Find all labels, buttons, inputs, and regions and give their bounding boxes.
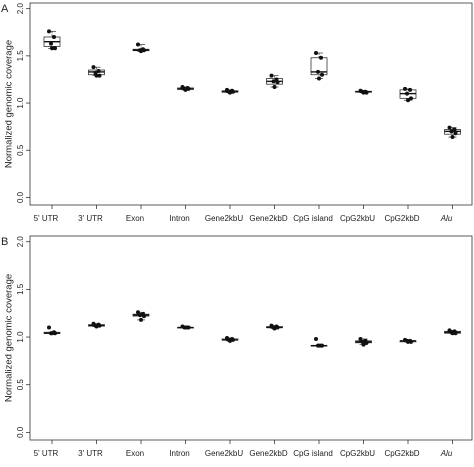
point (97, 73, 102, 78)
point (453, 131, 458, 136)
point (447, 125, 452, 130)
point (450, 135, 455, 140)
x-tick-label: Gene2kbD (249, 449, 287, 458)
x-tick-label: Gene2kbU (205, 449, 243, 458)
point (450, 331, 455, 336)
point (449, 129, 454, 134)
point (228, 338, 232, 343)
point (320, 72, 324, 77)
point (364, 90, 369, 95)
point (314, 336, 318, 341)
y-tick-label: 0.5 (16, 379, 25, 391)
point (272, 85, 277, 90)
x-tick-label: Alu (440, 214, 453, 223)
point (97, 323, 102, 328)
point (406, 98, 410, 103)
point (50, 331, 54, 336)
point (452, 127, 457, 132)
x-tick-label: Intron (169, 449, 189, 458)
x-tick-label: CpG2kbU (340, 449, 375, 458)
point (361, 90, 366, 95)
x-tick-label: 5' UTR (34, 449, 59, 458)
point (47, 325, 51, 330)
point (275, 80, 280, 85)
point (275, 325, 280, 330)
point (52, 34, 56, 39)
y-axis-label: Normalized genomic coverage (4, 40, 15, 168)
x-tick-label: 5' UTR (34, 214, 59, 223)
x-tick-label: Alu (440, 449, 453, 458)
point (49, 41, 53, 46)
point (47, 29, 51, 34)
point (317, 76, 321, 81)
x-tick-label: Gene2kbU (205, 214, 243, 223)
point (453, 331, 458, 336)
panel-label: B (1, 236, 8, 248)
point (91, 65, 96, 70)
point (50, 46, 54, 51)
point (231, 337, 235, 342)
point (409, 339, 413, 344)
plot-frame (29, 2, 473, 206)
point (269, 73, 274, 78)
x-tick-label: CpG island (293, 214, 333, 223)
point (136, 310, 140, 315)
y-axis-label: Normalized genomic coverage (4, 274, 15, 402)
point (186, 86, 191, 91)
point (53, 331, 57, 336)
point (403, 86, 407, 91)
point (228, 90, 232, 95)
point (142, 314, 146, 319)
y-tick-label: 0.0 (16, 426, 25, 438)
point (94, 324, 99, 329)
point (272, 326, 277, 331)
point (408, 87, 412, 92)
x-tick-label: 3' UTR (78, 214, 103, 223)
point (183, 87, 188, 92)
point (271, 79, 276, 84)
y-tick-label: 0.5 (16, 144, 25, 156)
point (94, 73, 99, 78)
x-tick-label: Exon (126, 449, 144, 458)
x-tick-label: CpG2kbD (384, 214, 419, 223)
point (358, 336, 363, 341)
x-tick-label: Intron (169, 214, 189, 223)
point (409, 96, 413, 101)
point (317, 343, 321, 348)
x-tick-label: CpG island (293, 449, 333, 458)
point (319, 55, 323, 60)
point (138, 313, 142, 318)
point (183, 325, 188, 330)
point (136, 42, 140, 47)
y-tick-label: 1.5 (16, 283, 25, 295)
x-tick-label: Gene2kbD (249, 214, 287, 223)
point (405, 91, 409, 96)
point (142, 48, 146, 53)
x-tick-label: 3' UTR (78, 449, 103, 458)
y-tick-label: 0.0 (16, 191, 25, 203)
y-tick-label: 1.0 (16, 97, 25, 109)
point (139, 49, 143, 54)
point (320, 343, 324, 348)
panel-label: A (1, 3, 9, 15)
x-tick-label: Exon (126, 214, 144, 223)
y-tick-label: 1.0 (16, 331, 25, 343)
x-tick-label: CpG2kbU (340, 214, 375, 223)
y-tick-label: 2.0 (16, 3, 25, 15)
point (316, 69, 320, 74)
point (314, 51, 318, 56)
y-tick-label: 2.0 (16, 236, 25, 248)
point (231, 89, 235, 94)
x-tick-label: CpG2kbD (384, 449, 419, 458)
plot-frame (29, 235, 473, 441)
point (361, 342, 366, 347)
y-tick-label: 1.5 (16, 50, 25, 62)
point (364, 340, 369, 345)
point (96, 68, 101, 73)
point (186, 325, 191, 330)
point (139, 317, 143, 322)
point (53, 46, 57, 51)
point (406, 339, 410, 344)
